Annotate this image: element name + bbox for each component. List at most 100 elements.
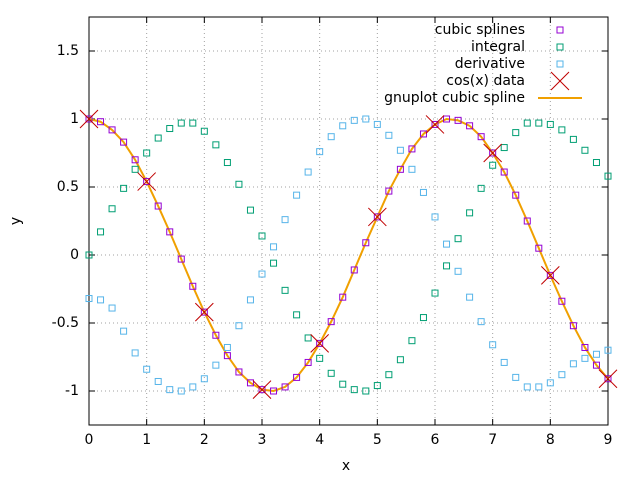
data-point xyxy=(523,383,531,391)
data-point xyxy=(270,243,278,251)
data-point xyxy=(97,296,105,304)
data-point xyxy=(177,119,185,127)
legend-swatch xyxy=(550,71,570,91)
data-point xyxy=(108,126,116,134)
data-point xyxy=(443,115,451,123)
data-point xyxy=(339,122,347,130)
data-point xyxy=(385,131,393,139)
data-point xyxy=(108,205,116,213)
plot-frame xyxy=(88,16,609,426)
data-point xyxy=(558,371,566,379)
data-point xyxy=(454,235,462,243)
data-point xyxy=(604,172,612,180)
data-point xyxy=(466,293,474,301)
legend-swatch xyxy=(556,26,564,34)
data-point xyxy=(143,365,151,373)
data-point xyxy=(327,369,335,377)
data-point xyxy=(304,334,312,342)
data-point xyxy=(604,346,612,354)
data-point xyxy=(194,302,214,322)
data-point xyxy=(396,146,404,154)
legend-swatch xyxy=(556,60,564,68)
legend-swatch xyxy=(556,43,564,51)
data-point xyxy=(419,314,427,322)
data-point xyxy=(408,165,416,173)
data-point xyxy=(212,361,220,369)
data-point xyxy=(558,126,566,134)
data-point xyxy=(362,115,370,123)
data-point xyxy=(396,356,404,364)
data-point xyxy=(137,172,157,191)
data-point xyxy=(246,296,254,304)
data-point xyxy=(258,386,266,394)
data-point xyxy=(581,343,589,351)
data-point xyxy=(367,207,387,227)
data-point xyxy=(97,118,105,126)
data-point xyxy=(212,331,220,339)
y-tick-label: 0 xyxy=(70,247,79,263)
data-point xyxy=(79,109,99,129)
data-point xyxy=(293,311,301,319)
data-point xyxy=(592,350,600,358)
legend-label: cubic splines xyxy=(435,22,525,38)
data-point xyxy=(166,228,174,236)
data-point xyxy=(327,318,335,326)
data-point xyxy=(500,144,508,152)
y-tick-label: -0.5 xyxy=(52,315,79,331)
data-point xyxy=(154,134,162,142)
data-point xyxy=(120,327,128,335)
x-axis-label: x xyxy=(342,458,350,474)
data-point xyxy=(483,143,503,163)
data-point xyxy=(177,387,185,395)
data-point xyxy=(316,354,324,362)
legend-label: derivative xyxy=(455,56,525,72)
data-point xyxy=(200,127,208,135)
data-point xyxy=(235,322,243,330)
data-point xyxy=(108,304,116,312)
data-point xyxy=(316,339,324,347)
data-point xyxy=(270,259,278,267)
data-point xyxy=(177,255,185,263)
data-point xyxy=(304,168,312,176)
data-point xyxy=(419,188,427,196)
data-point xyxy=(85,115,93,123)
data-point xyxy=(270,387,278,395)
x-tick-label: 1 xyxy=(142,432,151,448)
x-tick-label: 2 xyxy=(200,432,209,448)
data-point xyxy=(293,191,301,199)
data-point xyxy=(304,358,312,366)
data-point xyxy=(592,159,600,167)
data-point xyxy=(281,286,289,294)
data-point xyxy=(154,202,162,210)
data-point xyxy=(385,187,393,195)
data-point xyxy=(252,380,272,399)
data-point xyxy=(546,271,554,279)
data-point xyxy=(339,293,347,301)
y-tick-label: 0.5 xyxy=(57,179,79,195)
data-point xyxy=(189,282,197,290)
data-point xyxy=(223,159,231,167)
x-tick-label: 4 xyxy=(315,432,324,448)
data-point xyxy=(258,270,266,278)
data-point xyxy=(189,119,197,127)
data-point xyxy=(373,382,381,390)
y-axis-label: y xyxy=(8,217,24,225)
data-point xyxy=(569,322,577,330)
data-point xyxy=(131,156,139,164)
data-point xyxy=(512,129,520,137)
data-point xyxy=(419,130,427,138)
data-point xyxy=(489,341,497,349)
legend-label: cos(x) data xyxy=(446,73,525,89)
data-point xyxy=(166,386,174,394)
data-point xyxy=(569,360,577,368)
y-tick-label: 1 xyxy=(70,111,79,127)
data-point xyxy=(581,354,589,362)
data-point xyxy=(500,358,508,366)
data-point xyxy=(489,161,497,169)
data-point xyxy=(310,334,330,353)
spline-line xyxy=(88,117,609,393)
data-point xyxy=(466,209,474,217)
data-point xyxy=(546,120,554,128)
data-point xyxy=(350,266,358,274)
